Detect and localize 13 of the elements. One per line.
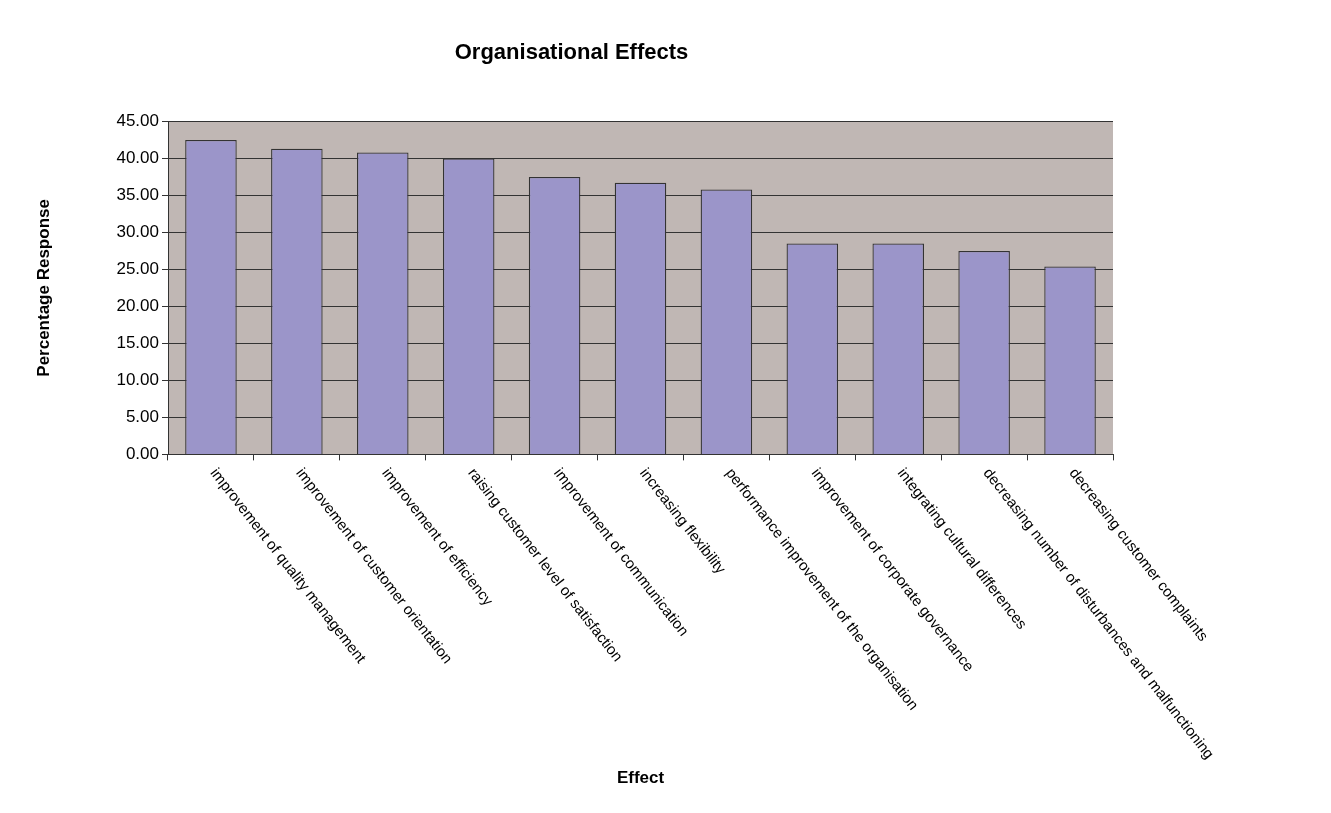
x-axis-title: Effect	[616, 768, 665, 788]
y-tick-label: 35.00	[116, 185, 159, 205]
y-axis-title: Percentage Response	[33, 199, 53, 377]
y-tick-label: 40.00	[116, 148, 159, 168]
y-tick-label: 25.00	[116, 259, 159, 279]
y-tick-label: 0.00	[125, 444, 159, 464]
y-tick-label: 45.00	[116, 111, 159, 131]
chart-title: Organisational Effects	[454, 39, 689, 65]
y-tick-label: 15.00	[116, 333, 159, 353]
y-tick-label: 5.00	[125, 407, 159, 427]
y-tick-label: 30.00	[116, 222, 159, 242]
y-tick-label: 10.00	[116, 370, 159, 390]
y-tick-label: 20.00	[116, 296, 159, 316]
